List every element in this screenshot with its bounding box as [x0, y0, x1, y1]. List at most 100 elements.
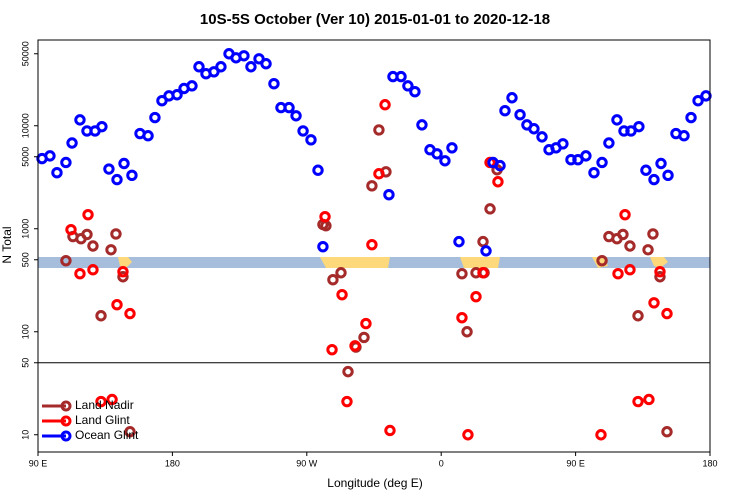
x-tick-label: 90 E	[566, 458, 585, 468]
data-point	[648, 297, 660, 309]
data-point	[366, 239, 378, 251]
data-point	[305, 134, 317, 146]
data-point	[633, 120, 645, 133]
data-point	[661, 426, 673, 438]
data-point	[253, 53, 265, 65]
data-point	[335, 267, 347, 279]
data-point	[678, 130, 690, 142]
data-point	[327, 274, 339, 286]
y-axis-label: N Total	[0, 226, 14, 263]
data-point	[506, 92, 518, 104]
data-point	[74, 114, 86, 126]
data-point	[654, 271, 666, 283]
data-point	[245, 61, 257, 73]
data-point	[290, 110, 302, 122]
plot-frame	[37, 39, 711, 453]
data-point	[409, 86, 421, 98]
data-point	[171, 89, 183, 101]
data-point	[536, 131, 548, 143]
data-point	[360, 317, 372, 330]
y-tick-label: 10	[20, 430, 30, 440]
data-point	[215, 61, 227, 73]
data-point	[260, 58, 272, 70]
data-point	[431, 148, 443, 160]
data-point	[700, 90, 712, 102]
data-point	[60, 156, 72, 169]
data-point	[395, 70, 407, 83]
data-point	[624, 264, 636, 276]
data-point	[117, 265, 129, 278]
y-tick-label: 10000	[20, 113, 30, 138]
data-point	[647, 228, 659, 240]
data-point	[124, 426, 136, 438]
data-point	[642, 244, 654, 256]
data-point	[74, 268, 86, 280]
data-point	[96, 120, 108, 133]
data-point	[87, 240, 99, 252]
data-point	[456, 311, 468, 324]
data-point	[193, 61, 205, 73]
data-point	[110, 228, 122, 240]
y-tick-label: 50000	[20, 41, 30, 66]
x-tick-label: 90 E	[29, 458, 48, 468]
data-point	[95, 310, 107, 322]
data-point	[612, 268, 624, 280]
data-point	[317, 240, 329, 253]
data-point	[685, 111, 697, 124]
legend-label: Ocean Glint	[75, 428, 139, 442]
data-point	[692, 95, 704, 107]
data-point	[611, 114, 623, 126]
data-point	[81, 228, 93, 241]
data-point	[480, 245, 492, 257]
data-point	[603, 137, 615, 149]
data-point	[118, 157, 130, 170]
data-point	[416, 119, 428, 131]
data-point	[514, 109, 526, 121]
data-point	[297, 125, 309, 137]
data-point	[111, 299, 123, 311]
data-point	[617, 228, 629, 241]
data-point	[648, 173, 660, 186]
data-point	[87, 264, 99, 276]
data-point	[596, 254, 608, 267]
data-point	[632, 310, 644, 322]
data-point	[336, 288, 348, 301]
y-tick-label: 1000	[20, 219, 30, 239]
x-tick-label: 180	[702, 458, 717, 468]
data-point	[643, 393, 655, 406]
data-point	[528, 123, 540, 135]
data-point	[453, 235, 465, 248]
data-point	[596, 156, 608, 169]
data-point	[60, 254, 72, 267]
data-point	[283, 101, 295, 114]
legend-label: Land Nadir	[75, 398, 134, 412]
data-point	[111, 173, 123, 186]
data-point	[439, 155, 451, 167]
data-point	[186, 80, 198, 92]
data-point	[44, 150, 56, 162]
data-point	[492, 176, 504, 188]
legend-marker	[60, 430, 72, 442]
data-point	[595, 429, 607, 441]
data-point	[462, 429, 474, 441]
data-point	[654, 265, 666, 278]
x-axis-label: Longitude (deg E)	[327, 476, 422, 490]
legend-label: Land Glint	[75, 413, 130, 427]
data-point	[349, 340, 361, 352]
data-point	[373, 168, 385, 180]
data-point	[126, 169, 138, 182]
data-point	[366, 180, 378, 192]
data-point	[106, 393, 118, 406]
data-point	[268, 77, 280, 90]
data-point	[379, 99, 391, 111]
data-point	[319, 210, 331, 223]
data-point	[342, 365, 354, 378]
data-point	[661, 307, 673, 320]
data-point	[326, 343, 338, 356]
x-tick-label: 0	[439, 458, 444, 468]
data-point	[477, 235, 489, 248]
data-point	[51, 167, 63, 179]
data-point	[373, 124, 385, 136]
map-strip	[38, 257, 710, 268]
